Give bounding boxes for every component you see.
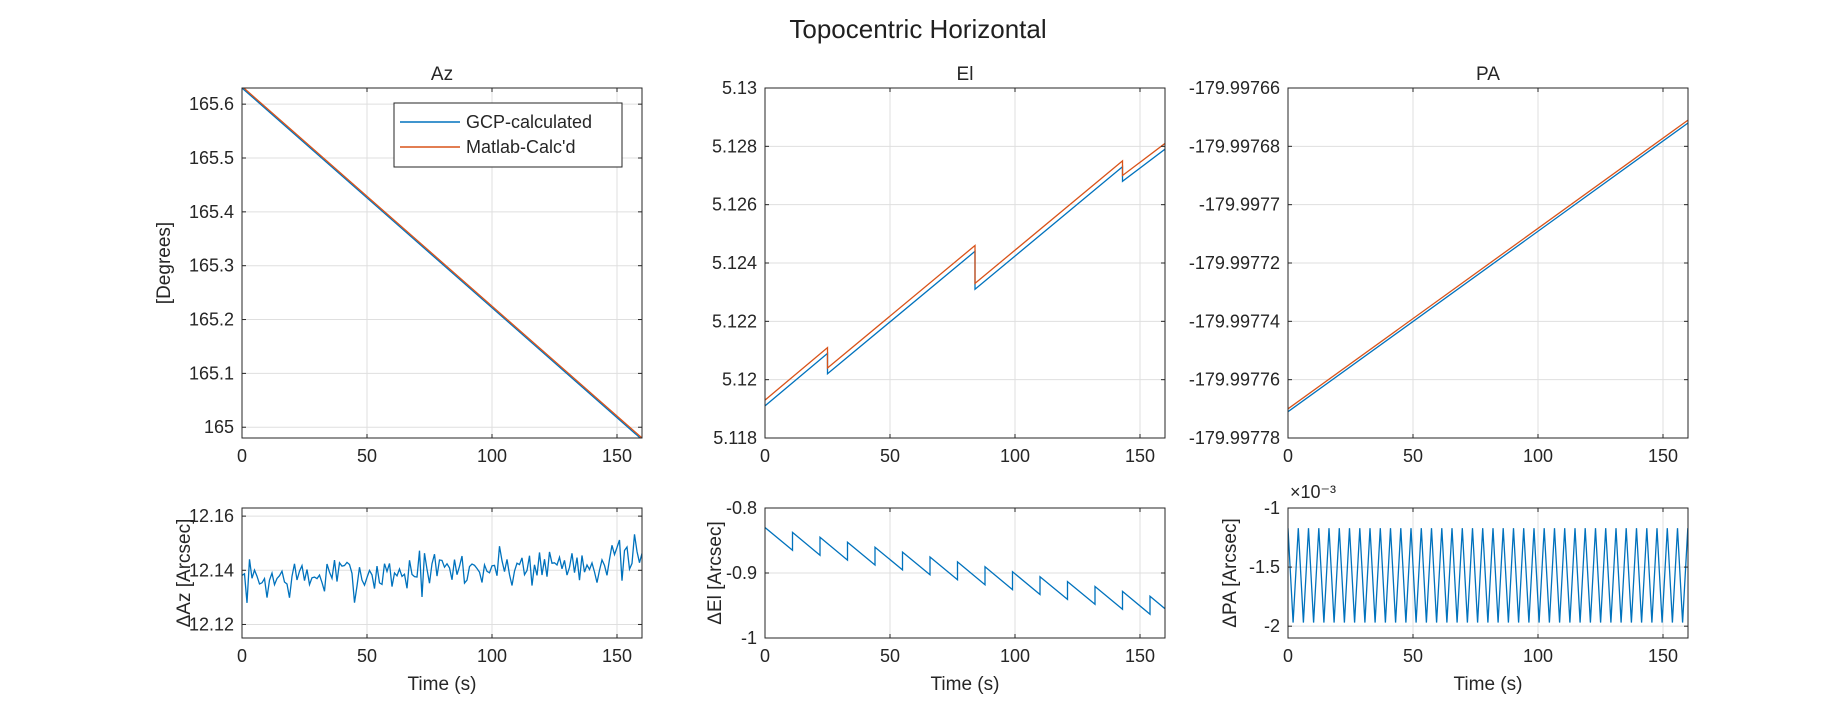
y-tick-label: 165.2 xyxy=(189,310,234,330)
subplot-title: El xyxy=(957,64,974,85)
x-tick-label: 0 xyxy=(1283,446,1293,466)
y-tick-label: -179.99768 xyxy=(1189,136,1280,156)
y-tick-label: 12.14 xyxy=(189,560,234,580)
y-tick-label: -179.99776 xyxy=(1189,370,1280,390)
series-line-1 xyxy=(1288,122,1688,413)
x-tick-label: 50 xyxy=(1403,646,1423,666)
y-axis-label: ΔEl [Arcsec] xyxy=(705,521,726,625)
series-line-1 xyxy=(242,88,642,438)
series-line-2 xyxy=(765,142,1165,401)
y-tick-label: 165 xyxy=(204,417,234,437)
x-tick-label: 50 xyxy=(880,646,900,666)
y-tick-label: -179.99774 xyxy=(1189,311,1280,331)
y-tick-label: 5.118 xyxy=(713,428,757,448)
y-tick-label: 5.124 xyxy=(712,253,757,273)
legend-entry: GCP-calculated xyxy=(466,112,592,132)
y-axis-exponent: ×10⁻³ xyxy=(1290,482,1336,502)
subplot-dpa: 0 50 100 150 -2 -1.5 -1 Time (s) ΔPA [Arcsec] ×10… xyxy=(1220,482,1689,695)
legend-entry: Matlab-Calc'd xyxy=(466,137,575,157)
series-line-2 xyxy=(242,88,642,438)
subplot-del: 0 50 100 150 -1 -0.9 -0.8 Time (s) ΔEl [Arcsec] xyxy=(705,498,1166,695)
x-axis-label: Time (s) xyxy=(931,674,1000,695)
y-tick-label: 5.128 xyxy=(712,136,757,156)
x-axis-label: Time (s) xyxy=(1454,674,1523,695)
x-tick-label: 150 xyxy=(1648,646,1678,666)
x-tick-label: 0 xyxy=(760,646,770,666)
y-tick-label: 12.16 xyxy=(189,506,234,526)
x-tick-label: 100 xyxy=(1000,446,1030,466)
subplot-title: Az xyxy=(431,64,453,85)
y-tick-label: 12.12 xyxy=(189,614,234,634)
y-axis-label: [Degrees] xyxy=(154,222,175,304)
x-tick-label: 150 xyxy=(602,646,632,666)
y-tick-label: -1 xyxy=(1264,498,1280,518)
y-tick-label: -0.8 xyxy=(726,498,757,518)
x-tick-label: 50 xyxy=(357,646,377,666)
legend: GCP-calculated Matlab-Calc'd xyxy=(393,102,623,168)
x-tick-label: 100 xyxy=(1523,646,1553,666)
figure-title: Topocentric Horizontal xyxy=(789,14,1047,44)
axes-box xyxy=(241,87,643,439)
x-tick-label: 0 xyxy=(237,646,247,666)
x-tick-label: 0 xyxy=(1283,646,1293,666)
y-tick-label: -2 xyxy=(1264,616,1280,636)
x-axis-label: Time (s) xyxy=(408,674,477,695)
x-tick-label: 100 xyxy=(1000,646,1030,666)
x-tick-label: 150 xyxy=(1648,446,1678,466)
subplot-title: PA xyxy=(1476,64,1500,85)
subplot-el: 0 50 100 150 5.118 5.12 5.122 5.124 5.126 5.128 5.… xyxy=(712,64,1166,466)
y-tick-label: 5.126 xyxy=(712,195,757,215)
axes-box xyxy=(241,507,643,639)
x-tick-label: 50 xyxy=(1403,446,1423,466)
x-tick-label: 50 xyxy=(357,446,377,466)
x-tick-label: 0 xyxy=(237,446,247,466)
x-tick-label: 100 xyxy=(477,446,507,466)
x-tick-label: 50 xyxy=(880,446,900,466)
x-tick-label: 150 xyxy=(602,446,632,466)
y-axis-label: ΔPA [Arcsec] xyxy=(1220,518,1241,627)
series-line-1 xyxy=(1288,528,1688,623)
y-tick-label: -1 xyxy=(741,628,757,648)
subplot-az: 0 50 100 150 165 165.1 165.2 165.3 165.4 165.5 165… xyxy=(154,64,643,466)
y-tick-label: 165.5 xyxy=(189,148,234,168)
y-tick-label: 165.3 xyxy=(189,256,234,276)
y-tick-label: -179.99772 xyxy=(1189,253,1280,273)
y-tick-label: 165.6 xyxy=(189,94,234,114)
x-tick-label: 100 xyxy=(1523,446,1553,466)
y-tick-label: 165.4 xyxy=(189,202,234,222)
x-tick-label: 150 xyxy=(1125,446,1155,466)
y-tick-label: -179.99766 xyxy=(1189,78,1280,98)
y-tick-label: 5.12 xyxy=(722,370,757,390)
y-tick-label: 5.122 xyxy=(712,311,757,331)
y-tick-label: -179.99778 xyxy=(1189,428,1280,448)
axes-box xyxy=(1287,507,1689,639)
x-tick-label: 100 xyxy=(477,646,507,666)
y-tick-label: 165.1 xyxy=(189,363,234,383)
y-tick-label: 5.13 xyxy=(722,78,757,98)
legend-box xyxy=(393,102,623,168)
series-line-1 xyxy=(765,526,1165,616)
subplot-pa: 0 50 100 150 -179.99778 -179.99776 -179.99774 -… xyxy=(1189,64,1689,466)
series-line-2 xyxy=(1288,119,1688,410)
series-line-1 xyxy=(242,534,642,603)
y-tick-label: -1.5 xyxy=(1249,557,1280,577)
y-axis-label: ΔAz [Arcsec] xyxy=(174,519,195,628)
y-tick-label: -179.9977 xyxy=(1199,195,1280,215)
subplot-daz: 0 50 100 150 12.12 12.14 12.16 Time (s) ΔAz [Arc… xyxy=(174,506,643,695)
x-tick-label: 150 xyxy=(1125,646,1155,666)
plot-area xyxy=(242,508,642,638)
y-tick-label: -0.9 xyxy=(726,563,757,583)
x-tick-label: 0 xyxy=(760,446,770,466)
